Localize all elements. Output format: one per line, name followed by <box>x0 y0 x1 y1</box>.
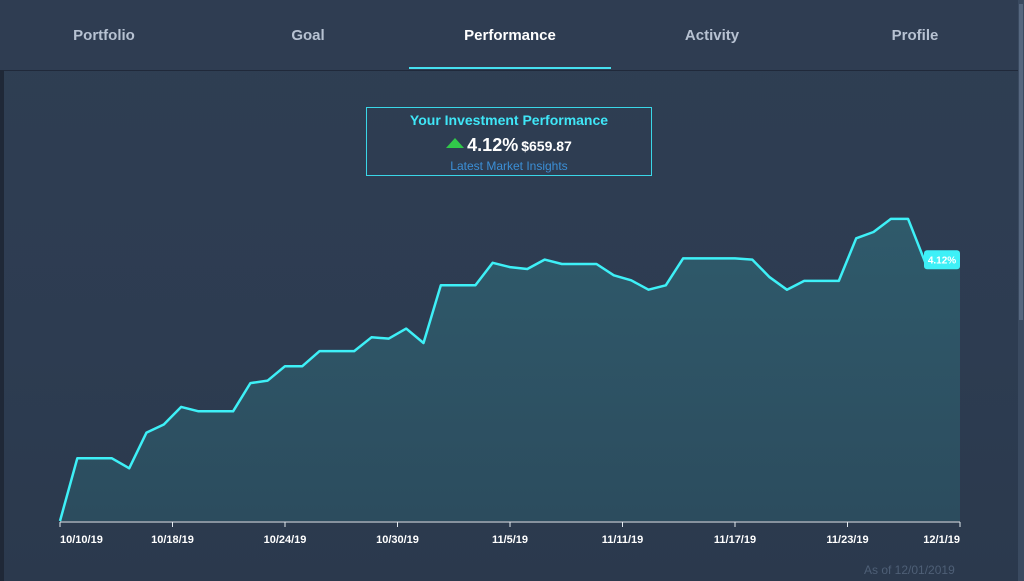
x-tick-label: 11/23/19 <box>826 534 868 546</box>
performance-line <box>58 217 960 522</box>
left-edge-divider <box>0 70 4 581</box>
as-of-date: As of 12/01/2019 <box>864 563 955 577</box>
return-amount: $659.87 <box>521 138 572 154</box>
x-tick-label: 10/18/19 <box>151 534 194 546</box>
x-tick-label: 10/10/19 <box>60 534 103 546</box>
x-tick-label: 10/24/19 <box>264 534 307 546</box>
tab-performance[interactable]: Performance <box>464 27 556 44</box>
scrollbar-thumb[interactable] <box>1019 4 1023 320</box>
summary-title: Your Investment Performance <box>409 112 609 128</box>
latest-return-badge: 4.12% <box>924 250 960 270</box>
x-tick-label: 10/30/19 <box>376 534 419 546</box>
tab-profile[interactable]: Profile <box>891 27 939 44</box>
tab-portfolio[interactable]: Portfolio <box>73 27 135 44</box>
performance-summary: Your Investment Performance 4.12% $659.87… <box>366 107 652 176</box>
market-insights-link[interactable]: Latest Market Insights <box>450 159 568 173</box>
scrollbar[interactable] <box>1018 0 1024 581</box>
x-tick-label: 12/1/19 <box>923 534 960 546</box>
summary-values: 4.12% $659.87 <box>367 135 651 157</box>
top-navigation: Portfolio Goal Performance Activity Prof… <box>0 0 1024 71</box>
tab-goal[interactable]: Goal <box>291 27 325 44</box>
latest-return-label: 4.12% <box>928 255 956 266</box>
x-axis-ticks: 10/10/19 10/18/19 10/24/19 10/30/19 11/5/19 1… <box>59 522 961 546</box>
tab-activity[interactable]: Activity <box>684 27 740 44</box>
active-tab-indicator <box>409 67 611 69</box>
performance-area <box>60 218 960 521</box>
x-tick-label: 11/17/19 <box>714 534 756 546</box>
latest-return-badge-bg <box>924 250 960 270</box>
x-tick-label: 11/5/19 <box>492 534 528 546</box>
return-percent: 4.12% <box>467 135 519 155</box>
x-tick-label: 11/11/19 <box>602 534 644 546</box>
triangle-up-icon <box>446 138 465 148</box>
